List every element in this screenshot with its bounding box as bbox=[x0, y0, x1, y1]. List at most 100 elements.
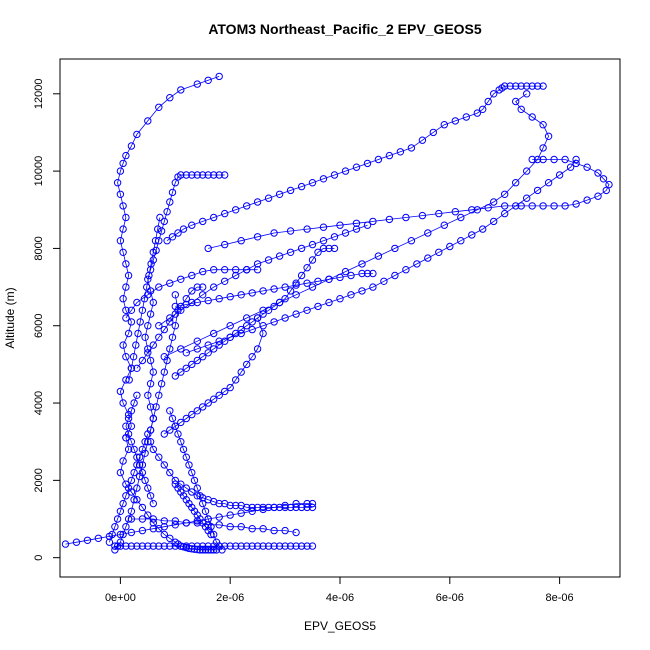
data-point bbox=[221, 240, 229, 249]
data-point bbox=[325, 298, 333, 307]
data-point bbox=[270, 285, 278, 293]
data-point bbox=[243, 542, 251, 550]
data-point bbox=[352, 225, 361, 233]
data-point bbox=[160, 430, 169, 438]
data-point bbox=[144, 391, 152, 399]
data-point bbox=[248, 325, 256, 334]
data-point bbox=[130, 496, 138, 504]
data-point bbox=[155, 103, 163, 112]
data-point bbox=[539, 121, 547, 129]
data-point bbox=[119, 399, 127, 407]
data-series bbox=[182, 155, 580, 357]
data-point bbox=[193, 171, 202, 179]
data-point bbox=[544, 132, 553, 141]
data-point bbox=[72, 538, 81, 546]
data-point bbox=[127, 364, 136, 372]
data-point bbox=[182, 295, 191, 303]
data-point bbox=[179, 445, 188, 454]
data-point bbox=[122, 492, 130, 500]
data-point bbox=[314, 248, 322, 257]
data-point bbox=[163, 356, 171, 365]
data-point bbox=[253, 314, 262, 322]
data-point bbox=[297, 271, 306, 280]
data-point bbox=[122, 542, 130, 550]
series-line bbox=[144, 174, 225, 431]
data-point bbox=[308, 179, 317, 187]
data-point bbox=[528, 82, 536, 90]
data-point bbox=[226, 293, 234, 301]
data-point bbox=[446, 242, 454, 251]
data-point bbox=[171, 542, 180, 550]
data-point bbox=[221, 277, 229, 285]
data-point bbox=[141, 476, 149, 485]
data-point bbox=[138, 445, 147, 454]
data-point bbox=[248, 507, 256, 515]
data-point bbox=[154, 225, 162, 233]
data-point bbox=[141, 333, 149, 341]
data-point bbox=[119, 499, 127, 508]
data-point bbox=[168, 333, 177, 341]
data-point bbox=[501, 190, 509, 199]
data-point bbox=[226, 322, 234, 330]
y-tick-label: 4000 bbox=[33, 391, 45, 415]
data-point bbox=[149, 414, 158, 423]
data-series bbox=[122, 266, 262, 322]
data-point bbox=[166, 279, 174, 287]
data-point bbox=[199, 283, 207, 291]
data-point bbox=[308, 499, 317, 508]
data-point bbox=[193, 80, 202, 88]
data-series bbox=[113, 72, 223, 442]
data-point bbox=[138, 306, 147, 314]
data-point bbox=[83, 536, 92, 544]
data-point bbox=[259, 542, 267, 550]
data-point bbox=[396, 148, 405, 156]
data-point bbox=[155, 391, 163, 399]
data-point bbox=[193, 542, 202, 550]
data-point bbox=[146, 403, 155, 411]
data-point bbox=[210, 283, 218, 291]
data-point bbox=[133, 453, 141, 461]
data-point bbox=[501, 82, 509, 90]
data-point bbox=[243, 503, 251, 512]
data-point bbox=[182, 519, 191, 527]
data-point bbox=[155, 283, 163, 291]
data-point bbox=[550, 155, 558, 164]
data-point bbox=[166, 542, 174, 550]
data-point bbox=[210, 395, 218, 403]
data-point bbox=[226, 333, 234, 341]
data-point bbox=[215, 171, 223, 179]
data-point bbox=[124, 271, 133, 280]
data-point bbox=[204, 542, 212, 550]
data-point bbox=[539, 144, 547, 152]
data-point bbox=[303, 264, 311, 272]
data-point bbox=[122, 213, 130, 222]
data-point bbox=[182, 542, 191, 550]
data-point bbox=[166, 407, 174, 415]
data-point bbox=[248, 289, 256, 297]
data-point bbox=[215, 521, 223, 529]
data-point bbox=[133, 391, 141, 399]
data-point bbox=[166, 345, 174, 353]
data-point bbox=[358, 260, 366, 268]
data-point bbox=[138, 503, 147, 512]
data-point bbox=[188, 360, 196, 369]
data-point bbox=[210, 546, 218, 554]
data-point bbox=[111, 546, 119, 554]
data-point bbox=[232, 501, 240, 510]
data-point bbox=[275, 542, 284, 550]
data-point bbox=[166, 468, 174, 477]
data-point bbox=[155, 453, 163, 461]
data-point bbox=[204, 546, 212, 554]
data-point bbox=[144, 511, 152, 519]
data-point bbox=[550, 202, 558, 210]
data-point bbox=[124, 329, 133, 338]
data-point bbox=[127, 318, 136, 326]
data-point bbox=[111, 542, 119, 550]
data-point bbox=[147, 260, 155, 268]
data-point bbox=[303, 306, 311, 314]
data-point bbox=[218, 546, 226, 554]
data-point bbox=[166, 426, 174, 434]
x-axis-label: EPV_GEOS5 bbox=[304, 619, 376, 633]
chart-title: ATOM3 Northeast_Pacific_2 EPV_GEOS5 bbox=[208, 21, 482, 37]
data-point bbox=[204, 341, 212, 349]
